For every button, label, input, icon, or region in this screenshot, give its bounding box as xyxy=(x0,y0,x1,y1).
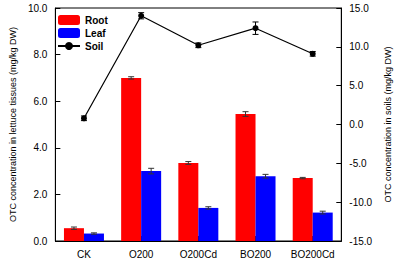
svg-text:O200: O200 xyxy=(129,249,154,260)
svg-text:Root: Root xyxy=(85,15,108,26)
svg-text:0.0: 0.0 xyxy=(33,236,47,247)
svg-text:10.0: 10.0 xyxy=(28,3,48,14)
svg-text:Soil: Soil xyxy=(85,41,104,52)
svg-text:2.0: 2.0 xyxy=(33,189,47,200)
svg-text:O200Cd: O200Cd xyxy=(180,249,217,260)
svg-text:BO200Cd: BO200Cd xyxy=(291,249,335,260)
svg-text:5.0: 5.0 xyxy=(349,80,363,91)
svg-text:10.0: 10.0 xyxy=(349,41,369,52)
svg-text:-10.0: -10.0 xyxy=(349,197,372,208)
svg-text:-15.0: -15.0 xyxy=(349,236,372,247)
svg-text:6.0: 6.0 xyxy=(33,96,47,107)
svg-text:-5.0: -5.0 xyxy=(349,158,367,169)
svg-text:4.0: 4.0 xyxy=(33,142,47,153)
svg-text:0.0: 0.0 xyxy=(349,119,363,130)
svg-text:OTC concentration in soils (mg: OTC concentration in soils (mg/kg DW) xyxy=(383,46,393,202)
svg-text:BO200: BO200 xyxy=(240,249,272,260)
svg-text:8.0: 8.0 xyxy=(33,49,47,60)
svg-text:CK: CK xyxy=(77,249,91,260)
svg-text:Leaf: Leaf xyxy=(85,28,106,39)
svg-text:OTC concentration in lettuce t: OTC concentration in lettuce tissues (mg… xyxy=(8,27,18,222)
svg-text:15.0: 15.0 xyxy=(349,3,369,14)
